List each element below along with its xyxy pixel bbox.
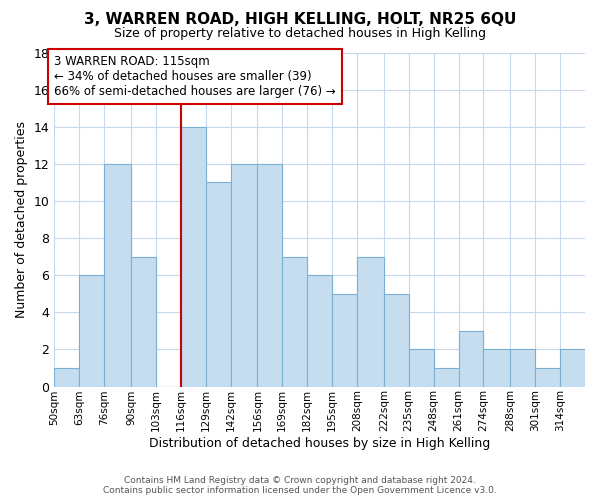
Bar	[409, 350, 434, 387]
Bar	[206, 182, 230, 386]
Bar	[131, 256, 156, 386]
Bar	[54, 368, 79, 386]
Bar	[332, 294, 357, 386]
Text: Size of property relative to detached houses in High Kelling: Size of property relative to detached ho…	[114, 28, 486, 40]
Bar	[384, 294, 409, 386]
X-axis label: Distribution of detached houses by size in High Kelling: Distribution of detached houses by size …	[149, 437, 490, 450]
Bar	[434, 368, 458, 386]
Bar	[357, 256, 384, 386]
Bar	[560, 350, 585, 387]
Bar	[307, 275, 332, 386]
Text: 3 WARREN ROAD: 115sqm
← 34% of detached houses are smaller (39)
66% of semi-deta: 3 WARREN ROAD: 115sqm ← 34% of detached …	[54, 56, 336, 98]
Bar	[104, 164, 131, 386]
Bar	[510, 350, 535, 387]
Bar	[79, 275, 104, 386]
Bar	[230, 164, 257, 386]
Bar	[181, 126, 206, 386]
Bar	[484, 350, 510, 387]
Y-axis label: Number of detached properties: Number of detached properties	[15, 121, 28, 318]
Bar	[282, 256, 307, 386]
Bar	[535, 368, 560, 386]
Text: 3, WARREN ROAD, HIGH KELLING, HOLT, NR25 6QU: 3, WARREN ROAD, HIGH KELLING, HOLT, NR25…	[84, 12, 516, 28]
Bar	[257, 164, 282, 386]
Bar	[458, 331, 484, 386]
Text: Contains HM Land Registry data © Crown copyright and database right 2024.
Contai: Contains HM Land Registry data © Crown c…	[103, 476, 497, 495]
